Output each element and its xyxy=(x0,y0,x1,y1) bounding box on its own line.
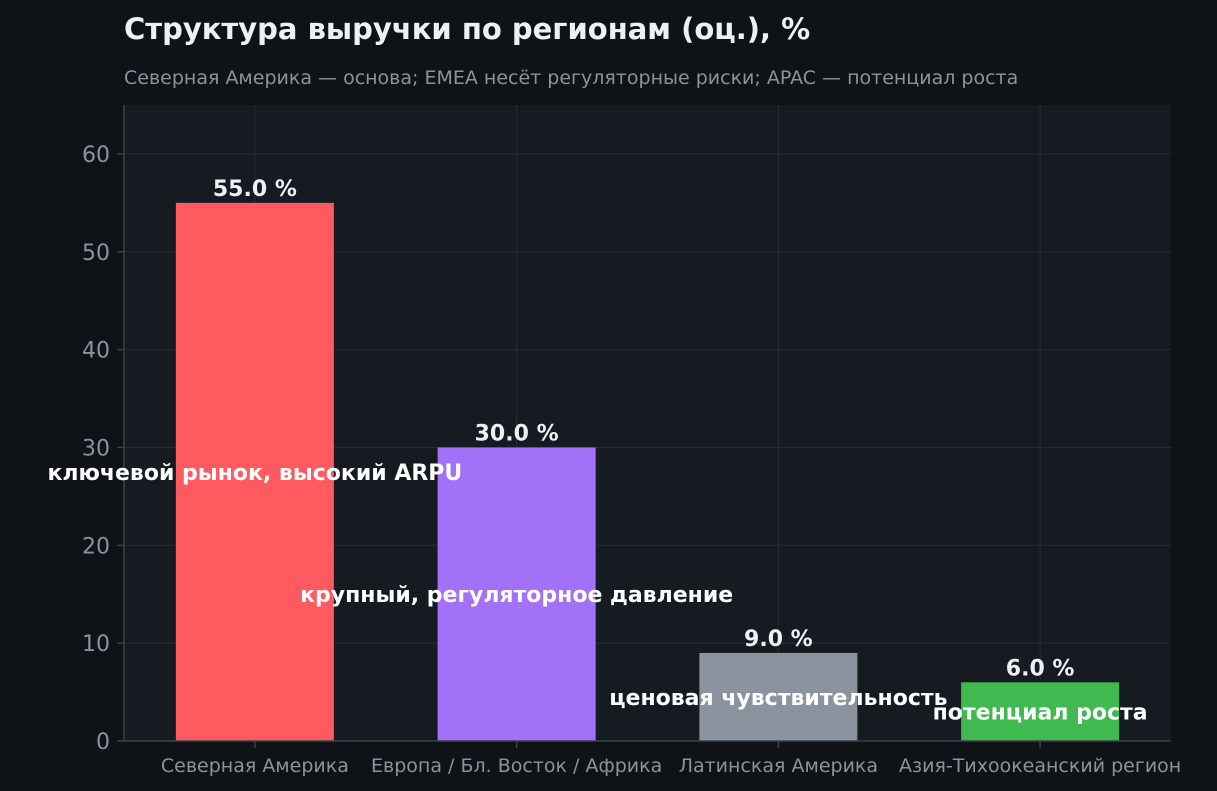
chart-subtitle: Северная Америка — основа; EMEA несёт ре… xyxy=(124,67,1018,89)
bar-annotation: ключевой рынок, высокий ARPU xyxy=(47,461,462,486)
y-ticks: 0 10 20 30 40 50 60 xyxy=(82,143,124,755)
y-tick-label: 20 xyxy=(82,534,110,559)
bars xyxy=(175,202,1120,741)
x-tick-label: Латинская Америка xyxy=(679,755,878,777)
y-tick-label: 30 xyxy=(82,436,110,461)
value-label: 30.0 % xyxy=(475,421,559,446)
x-ticks: Северная Америка Европа / Бл. Восток / Аф… xyxy=(161,741,1181,777)
x-tick-label: Северная Америка xyxy=(161,755,349,777)
bar-annotation: крупный, регуляторное давление xyxy=(300,583,733,608)
value-label: 9.0 % xyxy=(744,627,813,652)
bar xyxy=(699,652,858,741)
bar xyxy=(961,682,1120,741)
bar-annotation: ценовая чувствительность xyxy=(609,686,947,711)
value-label: 6.0 % xyxy=(1006,656,1075,681)
chart-title: Структура выручки по регионам (оц.), % xyxy=(124,12,810,46)
value-label: 55.0 % xyxy=(213,177,297,202)
y-tick-label: 10 xyxy=(82,632,110,657)
y-tick-label: 50 xyxy=(82,241,110,266)
y-tick-label: 40 xyxy=(82,339,110,364)
bar xyxy=(437,447,596,741)
bar-annotation: потенциал роста xyxy=(933,701,1148,726)
x-tick-label: Азия-Тихоокеанский регион xyxy=(899,755,1181,777)
x-tick-label: Европа / Бл. Восток / Африка xyxy=(371,755,662,777)
value-labels: 55.0 % 30.0 % 9.0 % 6.0 % xyxy=(213,177,1075,681)
y-tick-label: 0 xyxy=(96,730,110,755)
y-tick-label: 60 xyxy=(82,143,110,168)
bar-annotations: ключевой рынок, высокий ARPU крупный, рег… xyxy=(47,461,1147,726)
bar xyxy=(175,202,334,741)
